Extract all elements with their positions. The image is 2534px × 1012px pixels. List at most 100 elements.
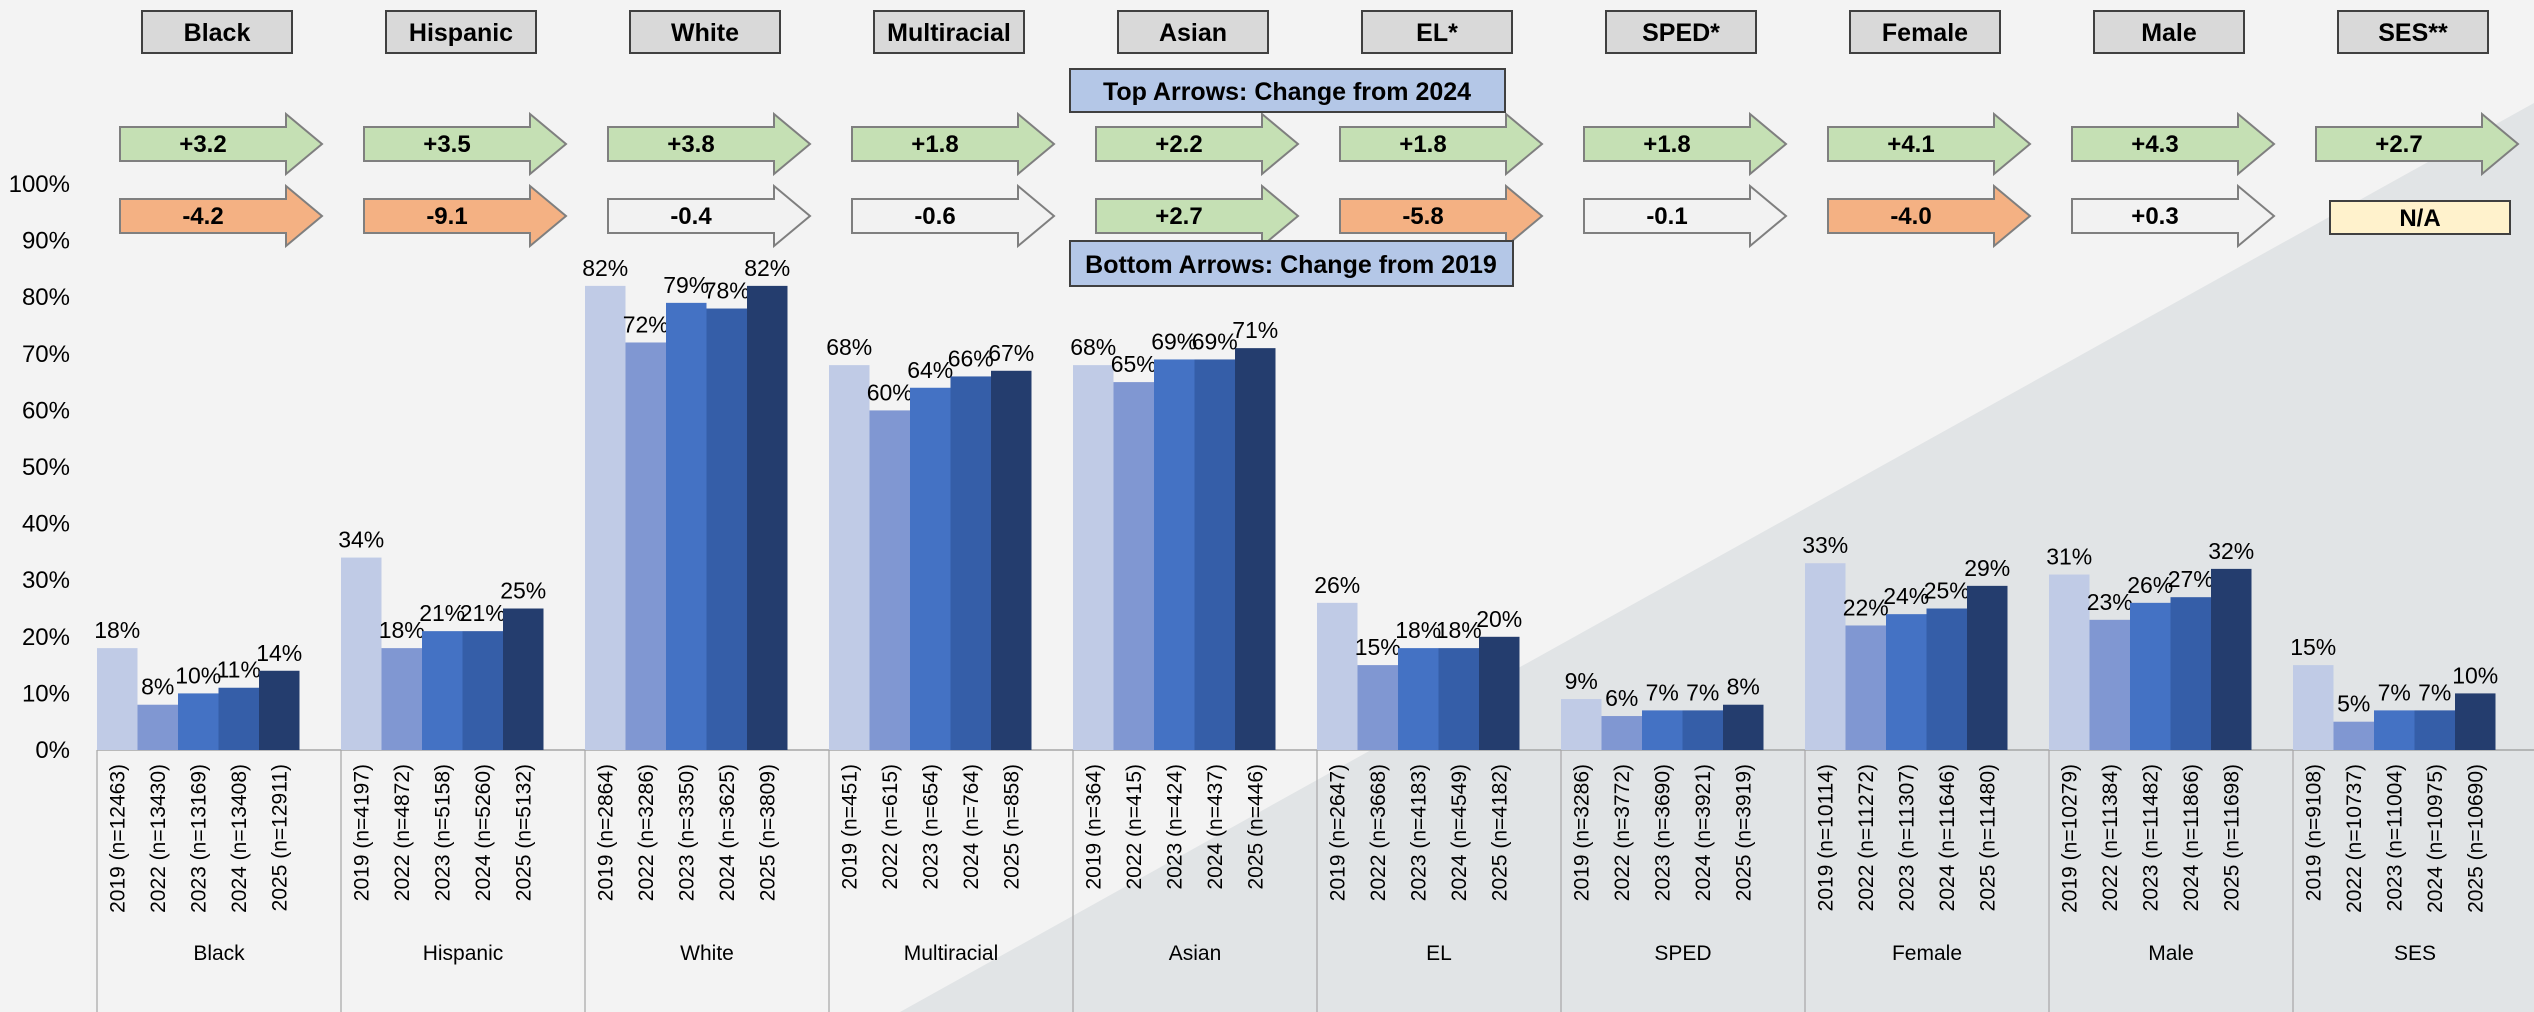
bar-value-label: 18% [1436,617,1482,643]
bar-value-label: 18% [379,617,425,643]
x-axis-tick-label: 2019 (n=4197) [350,764,373,901]
group-header-box [1361,10,1513,54]
bar-value-label: 21% [419,600,465,626]
bar-value-label: 27% [2168,566,2214,592]
bar-2024 [1926,608,1967,750]
bar-2023 [910,387,951,750]
bar-value-label: 78% [704,278,750,304]
top-change-arrow-label: +2.7 [2375,131,2422,158]
top-change-arrow-label: +1.8 [911,131,958,158]
bar-value-label: 65% [1111,351,1157,377]
bottom-change-arrow-label: +0.3 [2131,203,2178,230]
x-axis-tick-label: 2025 (n=858) [1000,764,1023,890]
bar-value-label: 15% [1355,634,1401,660]
bottom-change-arrow-label: -4.0 [1890,203,1931,230]
group-header-box [1117,10,1269,54]
bottom-change-arrow-label: -0.6 [914,203,955,230]
top-change-arrow-label: +4.3 [2131,131,2178,158]
x-axis-tick-label: 2024 (n=5260) [472,764,495,901]
bar-2025 [991,370,1032,750]
x-axis-tick-label: 2023 (n=3690) [1651,764,1674,901]
group-category-label: EL [1426,942,1452,965]
top-change-arrow [2315,111,2520,177]
bar-2022 [1113,382,1154,750]
group-header-label: Female [1882,19,1968,47]
top-change-arrow-label: +3.2 [179,131,226,158]
group-header-label: Male [2141,19,2197,47]
top-change-arrow [851,111,1056,177]
top-change-arrow-label: +1.8 [1643,131,1690,158]
top-arrows-note-box [1069,68,1506,113]
y-axis-tick-label: 70% [22,341,70,368]
x-axis-tick-label: 2024 (n=13408) [228,764,251,913]
y-axis-tick-label: 80% [22,284,70,311]
bar-2019 [2049,574,2090,750]
x-axis-tick-label: 2024 (n=764) [960,764,983,890]
bar-2022 [381,648,422,750]
group-header-label: EL* [1416,19,1458,47]
bottom-change-arrow-label: -0.1 [1646,203,1687,230]
bar-value-label: 68% [1070,334,1116,360]
x-axis-tick-label: 2022 (n=13430) [147,764,170,913]
x-axis-tick-label: 2022 (n=615) [879,764,902,890]
bar-2022 [2089,619,2130,750]
bottom-change-arrow [607,183,812,249]
bar-value-label: 26% [2127,572,2173,598]
bar-value-label: 82% [582,255,628,281]
bar-2024 [706,308,747,750]
bar-value-label: 71% [1232,317,1278,343]
group-header-label: Multiracial [887,19,1011,47]
x-axis-tick-label: 2023 (n=5158) [431,764,454,901]
bar-value-label: 18% [94,617,140,643]
bar-2022 [625,342,666,750]
bar-2025 [1479,636,1520,750]
bar-value-label: 68% [826,334,872,360]
x-axis-tick-label: 2019 (n=12463) [106,764,129,913]
y-axis-tick-label: 40% [22,511,70,538]
bar-value-label: 72% [623,311,669,337]
bar-value-label: 23% [2087,589,2133,615]
bar-2019 [2293,665,2334,750]
x-axis-tick-label: 2025 (n=446) [1244,764,1267,890]
bar-2019 [1073,365,1114,750]
x-axis-tick-label: 2025 (n=11480) [1976,764,1999,911]
not-available-label: N/A [2399,205,2440,232]
x-axis-tick-label: 2024 (n=4549) [1448,764,1471,901]
bar-value-label: 29% [1964,555,2010,581]
bar-2019 [1805,563,1846,750]
bar-2022 [1357,665,1398,750]
not-available-box [2329,200,2511,235]
bar-value-label: 79% [663,272,709,298]
bar-2023 [2374,710,2415,750]
bar-value-label: 66% [948,345,994,371]
x-axis-tick-label: 2025 (n=5132) [512,764,535,901]
top-change-arrow [1827,111,2032,177]
bar-value-label: 64% [907,357,953,383]
bar-value-label: 8% [1727,674,1760,700]
bottom-change-arrow-label: -4.2 [182,203,223,230]
group-header-label: White [671,19,739,47]
bar-2025 [747,285,788,750]
bar-value-label: 18% [1395,617,1441,643]
bottom-change-arrow [2071,183,2276,249]
bar-2019 [97,648,138,750]
top-change-arrow-label: +3.5 [423,131,470,158]
bar-value-label: 7% [2378,679,2411,705]
bar-2019 [1317,602,1358,750]
x-axis-tick-label: 2019 (n=364) [1082,764,1105,890]
bar-2025 [1723,704,1764,750]
x-axis-tick-label: 2025 (n=3919) [1732,764,1755,901]
x-axis-tick-label: 2022 (n=3668) [1367,764,1390,901]
bar-2024 [1194,359,1235,750]
bar-value-label: 32% [2208,538,2254,564]
x-axis-tick-label: 2025 (n=4182) [1488,764,1511,901]
bar-2024 [2414,710,2455,750]
bar-2023 [1886,614,1927,750]
bar-value-label: 67% [988,340,1034,366]
group-category-label: Hispanic [423,942,504,965]
x-axis-tick-label: 2019 (n=2647) [1326,764,1349,901]
bar-2024 [950,376,991,750]
bar-2023 [666,302,707,750]
bottom-change-arrow-label: +2.7 [1155,203,1202,230]
group-header-box [873,10,1025,54]
